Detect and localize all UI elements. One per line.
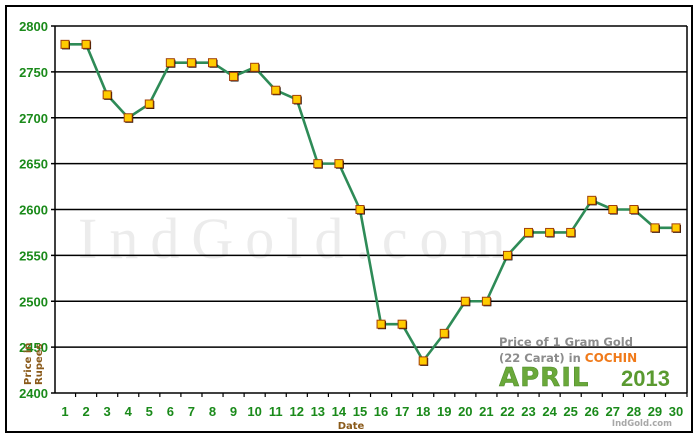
x-tick-label: 27 (606, 404, 620, 419)
data-point-marker (566, 227, 576, 237)
legend-carat: (22 Carat) in (499, 351, 585, 365)
data-point-marker (502, 250, 512, 260)
x-tick-label: 9 (230, 404, 237, 419)
data-point-marker (397, 319, 407, 329)
y-axis-title-line1: Price in (23, 343, 34, 385)
data-point-marker (250, 62, 260, 72)
data-point-marker (144, 99, 154, 109)
x-tick-label: 10 (247, 404, 261, 419)
price-series (60, 39, 681, 366)
data-point-marker (650, 223, 660, 233)
credit-text: IndGold.com (612, 419, 672, 429)
data-point-marker (439, 328, 449, 338)
x-tick-label: 22 (500, 404, 514, 419)
y-tick-label: 2700 (19, 111, 48, 126)
x-tick-label: 2 (82, 404, 89, 419)
data-point-marker (587, 195, 597, 205)
y-tick-label: 2550 (19, 248, 48, 263)
grid-lines (55, 25, 687, 348)
data-point-marker (229, 71, 239, 81)
x-tick-label: 23 (521, 404, 535, 419)
x-axis-title: Date (338, 421, 365, 432)
x-tick-label: 3 (104, 404, 111, 419)
data-point-marker (334, 159, 344, 169)
x-tick-label: 8 (209, 404, 216, 419)
legend-month: APRIL (499, 363, 589, 393)
x-tick-label: 16 (374, 404, 388, 419)
x-tick-label: 29 (648, 404, 662, 419)
legend-line2: (22 Carat) in COCHIN (499, 351, 637, 365)
x-tick-label: 19 (437, 404, 451, 419)
x-tick-label: 11 (269, 404, 283, 419)
x-tick-label: 15 (353, 404, 367, 419)
x-tick-label: 25 (563, 404, 577, 419)
legend-year: 2013 (621, 366, 670, 391)
data-point-marker (460, 296, 470, 306)
y-axis-title-line2: Rupees (34, 343, 45, 385)
data-point-marker (376, 319, 386, 329)
data-point-marker (292, 94, 302, 104)
x-tick-label: 12 (290, 404, 304, 419)
watermark: IndGold.com (78, 206, 518, 271)
y-tick-label: 2750 (19, 65, 48, 80)
x-tick-label: 30 (669, 404, 683, 419)
y-tick-label: 2800 (19, 19, 48, 34)
data-point-marker (524, 227, 534, 237)
y-tick-label: 2600 (19, 203, 48, 218)
x-tick-label: 6 (167, 404, 174, 419)
y-tick-label: 2650 (19, 157, 48, 172)
data-point-marker (629, 205, 639, 214)
data-point-marker (165, 58, 175, 68)
x-tick-label: 5 (146, 404, 153, 419)
x-tick-label: 24 (542, 404, 557, 419)
legend-line1: Price of 1 Gram Gold (499, 335, 633, 349)
chart-legend: Price of 1 Gram Gold (22 Carat) in COCHI… (499, 335, 670, 393)
data-point-marker (102, 90, 112, 100)
data-point-marker (207, 58, 217, 68)
data-point-marker (186, 58, 196, 68)
x-tick-label: 26 (584, 404, 598, 419)
data-point-marker (60, 39, 70, 49)
data-point-marker (545, 227, 555, 237)
y-tick-label: 2500 (19, 294, 48, 309)
x-tick-label: 17 (395, 404, 409, 419)
axes (54, 26, 688, 394)
y-axis-ticks: 2400 2450 2500 2550 2600 2650 2700 2750 2800 (19, 19, 55, 401)
x-tick-label: 4 (125, 404, 133, 419)
series-line (65, 43, 676, 363)
data-point-marker (81, 39, 91, 49)
x-tick-label: 13 (311, 404, 325, 419)
data-point-marker (671, 223, 681, 233)
data-point-marker (481, 296, 491, 306)
legend-city: COCHIN (585, 351, 637, 365)
data-point-marker (355, 205, 365, 214)
y-tick-label: 2450 (19, 340, 48, 355)
data-point-marker (271, 85, 281, 95)
x-tick-label: 28 (627, 404, 641, 419)
data-point-marker (608, 205, 618, 214)
data-point-marker (418, 356, 428, 366)
watermark-text: IndGold.com (78, 206, 518, 271)
x-tick-label: 21 (479, 404, 493, 419)
x-tick-label: 7 (188, 404, 195, 419)
y-tick-label: 2400 (19, 386, 48, 401)
x-tick-label: 18 (416, 404, 430, 419)
x-tick-label: 1 (61, 404, 68, 419)
data-point-marker (123, 113, 133, 123)
data-point-marker (313, 159, 323, 169)
x-tick-label: 20 (458, 404, 472, 419)
x-axis-ticks: 1 2 3 4 5 6 7 8 9 10 11 12 13 14 15 16 17 18 19 20 21 22 23 24 2… (61, 393, 688, 419)
x-tick-label: 14 (332, 404, 347, 419)
